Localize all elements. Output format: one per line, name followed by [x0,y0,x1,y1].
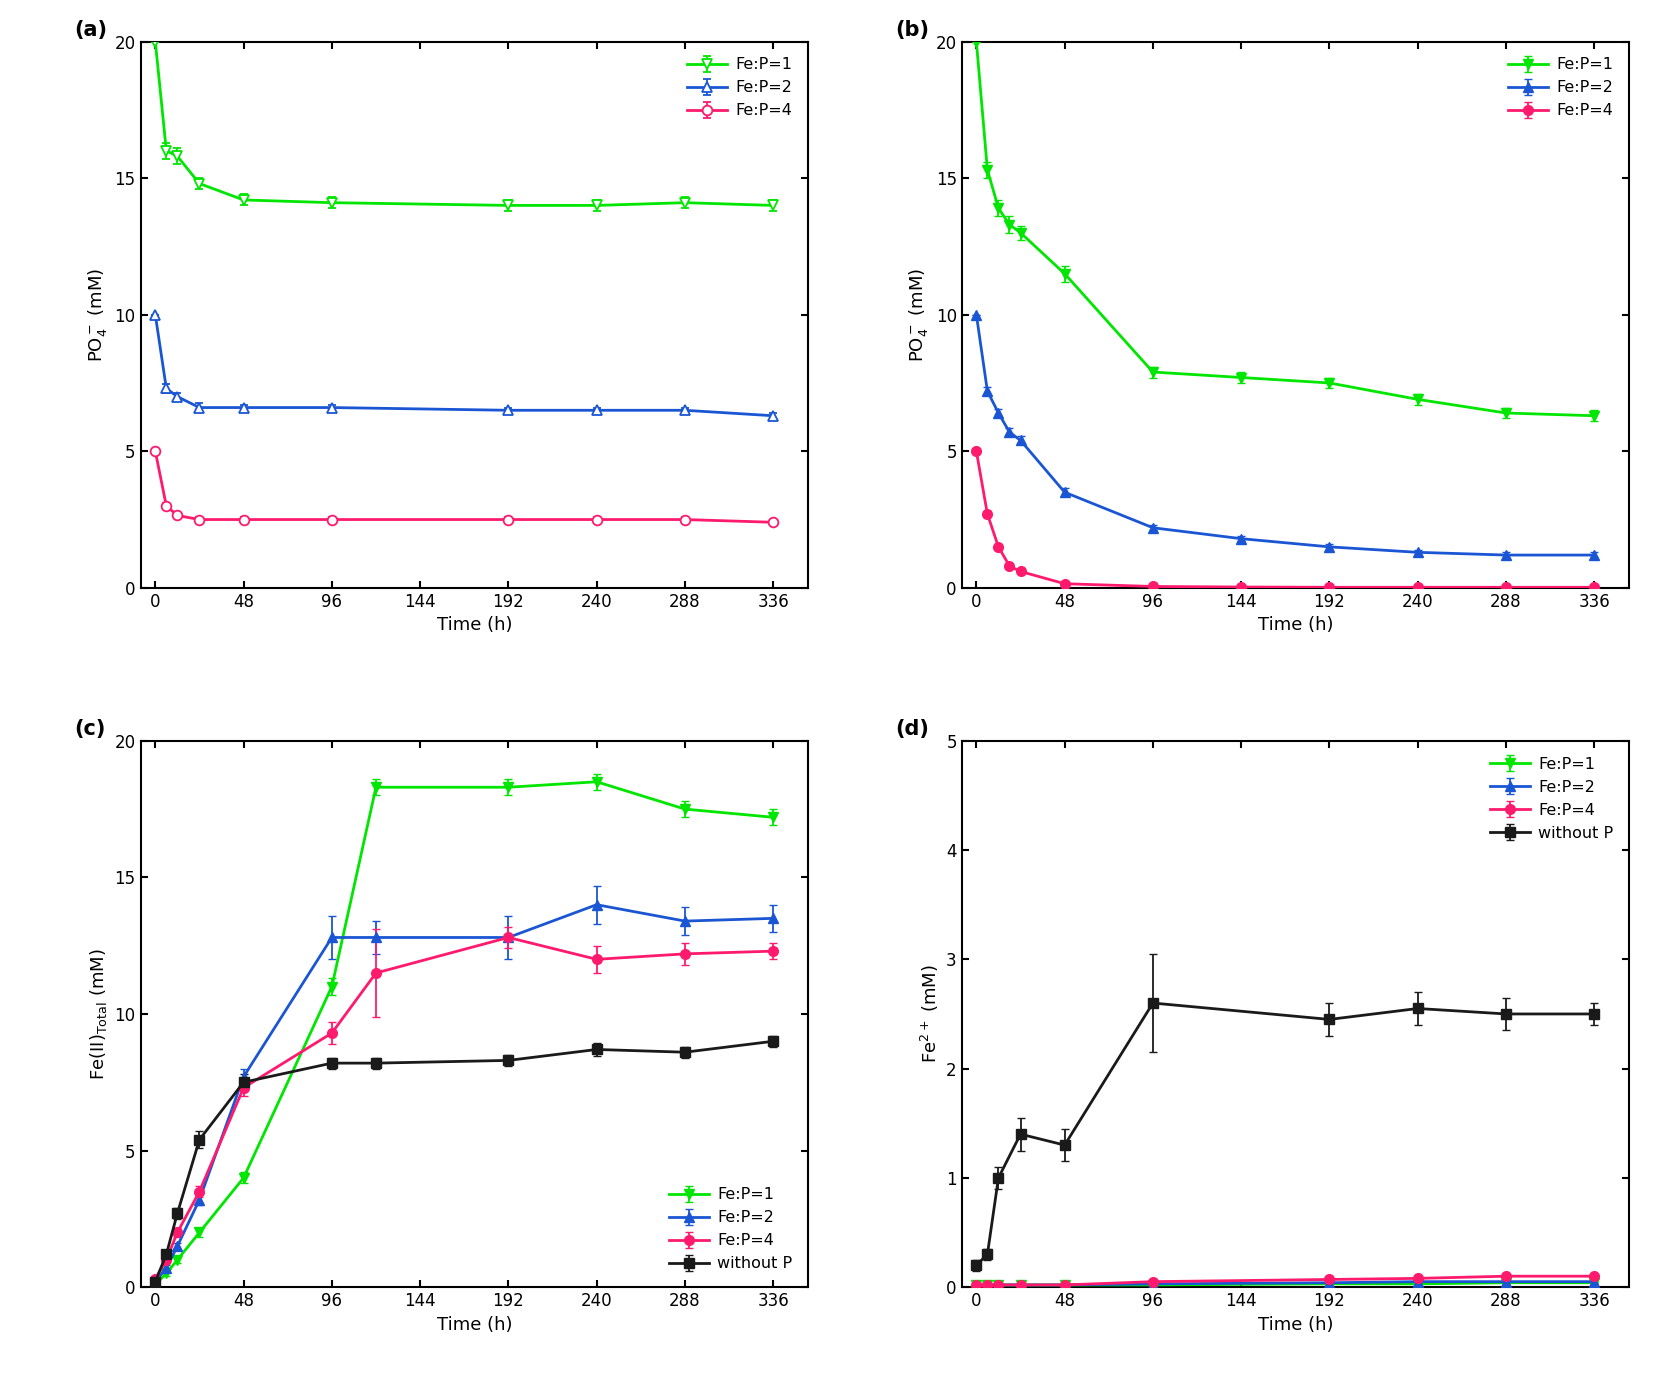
X-axis label: Time (h): Time (h) [437,616,513,634]
Y-axis label: Fe$^{2+}$ (mM): Fe$^{2+}$ (mM) [918,965,941,1063]
Legend: Fe:P=1, Fe:P=2, Fe:P=4: Fe:P=1, Fe:P=2, Fe:P=4 [1500,50,1621,126]
Y-axis label: PO$_4^-$ (mM): PO$_4^-$ (mM) [86,267,109,361]
Text: (d): (d) [895,720,930,739]
Text: (a): (a) [74,19,108,40]
X-axis label: Time (h): Time (h) [1257,1316,1333,1334]
Legend: Fe:P=1, Fe:P=2, Fe:P=4: Fe:P=1, Fe:P=2, Fe:P=4 [680,50,801,126]
Y-axis label: Fe(II)$_\mathrm{Total}$ (mM): Fe(II)$_\mathrm{Total}$ (mM) [88,948,109,1080]
Legend: Fe:P=1, Fe:P=2, Fe:P=4, without P: Fe:P=1, Fe:P=2, Fe:P=4, without P [662,1179,801,1279]
Text: (b): (b) [895,19,930,40]
Text: (c): (c) [74,720,106,739]
X-axis label: Time (h): Time (h) [1257,616,1333,634]
Y-axis label: PO$_4^-$ (mM): PO$_4^-$ (mM) [906,267,930,361]
X-axis label: Time (h): Time (h) [437,1316,513,1334]
Legend: Fe:P=1, Fe:P=2, Fe:P=4, without P: Fe:P=1, Fe:P=2, Fe:P=4, without P [1482,749,1621,848]
